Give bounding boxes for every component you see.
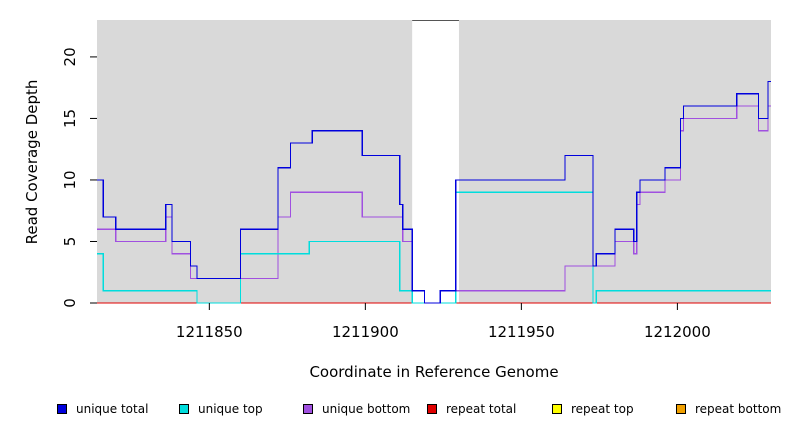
x-tick-label: 1211850 [176,323,243,341]
legend-item: repeat bottom [676,400,781,418]
legend: unique total unique top unique bottom repea… [0,400,792,420]
x-tick-label: 1212000 [644,323,711,341]
series-line-unique-total [97,80,771,304]
axes: 0 5 10 15 20 1211850 1211900 1211950 1212000 [61,47,711,341]
x-tick-label: 1211900 [332,323,399,341]
y-tick-label: 15 [61,109,79,128]
x-tick-label: 1211950 [488,323,555,341]
legend-label: repeat bottom [695,402,782,416]
x-axis-label: Coordinate in Reference Genome [309,363,558,381]
legend-label: repeat top [571,402,634,416]
series-line-unique-top [97,191,771,304]
y-tick-label: 5 [61,237,79,247]
legend-swatch [57,404,67,414]
legend-swatch [179,404,189,414]
uncovered-region [412,20,459,303]
legend-label: unique bottom [322,402,411,416]
legend-label: repeat total [446,402,517,416]
legend-swatch [427,404,437,414]
legend-item: repeat total [427,400,516,418]
plot-area [97,20,771,304]
y-axis-label: Read Coverage Depth [23,80,41,245]
legend-item: unique total [57,400,148,418]
legend-swatch [676,404,686,414]
legend-label: unique total [76,402,149,416]
legend-swatch [303,404,313,414]
legend-label: unique top [198,402,263,416]
y-tick-label: 10 [61,170,79,189]
y-tick-label: 0 [61,298,79,308]
legend-swatch [552,404,562,414]
y-tick-label: 20 [61,47,79,66]
legend-item: repeat top [552,400,634,418]
legend-item: unique bottom [303,400,410,418]
legend-item: unique top [179,400,263,418]
